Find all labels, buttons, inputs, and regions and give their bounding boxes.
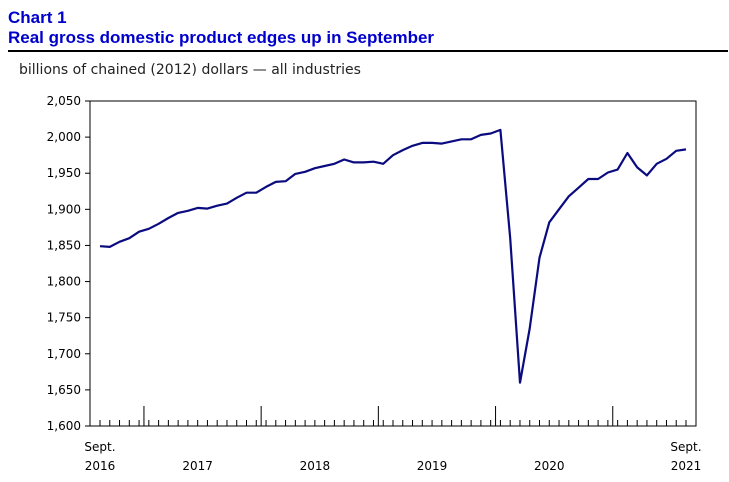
y-tick-label-1: 1,650 <box>47 383 81 397</box>
y-tick-label-5: 1,850 <box>47 238 81 252</box>
x-tick-label-year-2: 2018 <box>300 459 331 473</box>
y-tick-label-2: 1,700 <box>47 347 81 361</box>
y-axis-unit-label: billions of chained (2012) dollars — all… <box>19 62 361 78</box>
x-tick-label-month-5: Sept. <box>670 440 701 454</box>
x-tick-label-year-3: 2019 <box>417 459 448 473</box>
y-tick-label-4: 1,800 <box>47 275 81 289</box>
y-tick-label-6: 1,900 <box>47 202 81 216</box>
y-tick-label-9: 2,050 <box>47 94 81 108</box>
y-tick-label-7: 1,950 <box>47 166 81 180</box>
series-line-real-gdp <box>99 128 687 384</box>
x-tick-label-year-0: 2016 <box>85 459 116 473</box>
x-tick-label-year-1: 2017 <box>182 459 213 473</box>
x-tick-label-year-5: 2021 <box>671 459 702 473</box>
chart-label: Chart 1 <box>8 8 67 27</box>
y-tick-label-0: 1,600 <box>47 419 81 433</box>
plot-frame <box>89 100 697 427</box>
y-tick-label-3: 1,750 <box>47 311 81 325</box>
chart-title: Real gross domestic product edges up in … <box>8 28 435 47</box>
x-tick-label-year-4: 2020 <box>534 459 565 473</box>
x-tick-label-month-0: Sept. <box>84 440 115 454</box>
chart-header: Chart 1 Real gross domestic product edge… <box>8 8 728 52</box>
y-tick-label-8: 2,000 <box>47 130 81 144</box>
